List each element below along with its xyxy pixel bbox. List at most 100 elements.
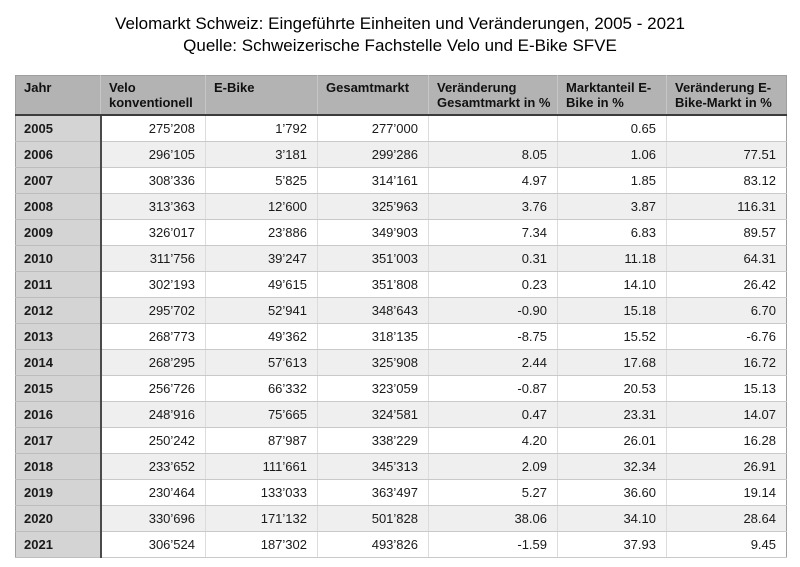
value-cell: -0.87: [428, 375, 558, 402]
year-cell: 2014: [15, 349, 102, 376]
velomarkt-table: Jahr Velo konventionell E-Bike Gesamtmarkt V…: [15, 75, 787, 558]
value-cell: 116.31: [666, 193, 787, 220]
value-cell: 2.44: [428, 349, 558, 376]
value-cell: 268’295: [100, 349, 206, 376]
value-cell: 314’161: [317, 167, 429, 194]
value-cell: 26.42: [666, 271, 787, 298]
value-cell: 6.70: [666, 297, 787, 324]
value-cell: 230’464: [100, 479, 206, 506]
value-cell: 23’886: [205, 219, 318, 246]
value-cell: 349’903: [317, 219, 429, 246]
value-cell: -1.59: [428, 531, 558, 558]
header-row: Jahr Velo konventionell E-Bike Gesamtmarkt V…: [15, 75, 787, 116]
column-header-0: Jahr: [15, 75, 101, 116]
value-cell: 351’808: [317, 271, 429, 298]
value-cell: 256’726: [100, 375, 206, 402]
value-cell: 87’987: [205, 427, 318, 454]
table-row: 2010 311’756 39’247 351’003 0.31 11.18 64.31: [15, 245, 787, 272]
year-cell: 2010: [15, 245, 102, 272]
value-cell: 12’600: [205, 193, 318, 220]
value-cell: 7.34: [428, 219, 558, 246]
value-cell: 3.87: [557, 193, 667, 220]
value-cell: 277’000: [317, 115, 429, 142]
year-cell: 2013: [15, 323, 102, 350]
value-cell: 37.93: [557, 531, 667, 558]
value-cell: 248’916: [100, 401, 206, 428]
year-cell: 2009: [15, 219, 102, 246]
value-cell: 15.52: [557, 323, 667, 350]
value-cell: 330’696: [100, 505, 206, 532]
value-cell: 19.14: [666, 479, 787, 506]
value-cell: 1.06: [557, 141, 667, 168]
value-cell: 14.10: [557, 271, 667, 298]
value-cell: 187’302: [205, 531, 318, 558]
value-cell: 501’828: [317, 505, 429, 532]
value-cell: 295’702: [100, 297, 206, 324]
value-cell: 326’017: [100, 219, 206, 246]
column-header-4: Veränderung Gesamtmarkt in %: [428, 75, 558, 116]
table-row: 2008 313’363 12’600 325’963 3.76 3.87 116.31: [15, 193, 787, 220]
value-cell: 83.12: [666, 167, 787, 194]
column-header-6: Veränderung E-Bike-Markt in %: [666, 75, 787, 116]
value-cell: 3.76: [428, 193, 558, 220]
page-subtitle: Quelle: Schweizerische Fachstelle Velo u…: [183, 36, 617, 55]
value-cell: 0.31: [428, 245, 558, 272]
value-cell: 233’652: [100, 453, 206, 480]
value-cell: 4.20: [428, 427, 558, 454]
column-header-5: Marktanteil E-Bike in %: [557, 75, 667, 116]
year-cell: 2008: [15, 193, 102, 220]
value-cell: 3’181: [205, 141, 318, 168]
value-cell: 66’332: [205, 375, 318, 402]
year-cell: 2017: [15, 427, 102, 454]
value-cell: [428, 115, 558, 142]
value-cell: 311’756: [100, 245, 206, 272]
value-cell: 49’362: [205, 323, 318, 350]
table-row: 2006 296’105 3’181 299’286 8.05 1.06 77.51: [15, 141, 787, 168]
value-cell: 0.47: [428, 401, 558, 428]
column-header-2: E-Bike: [205, 75, 318, 116]
value-cell: 306’524: [100, 531, 206, 558]
value-cell: -8.75: [428, 323, 558, 350]
value-cell: 250’242: [100, 427, 206, 454]
table-row: 2009 326’017 23’886 349’903 7.34 6.83 89.57: [15, 219, 787, 246]
value-cell: 348’643: [317, 297, 429, 324]
value-cell: 133’033: [205, 479, 318, 506]
value-cell: 14.07: [666, 401, 787, 428]
value-cell: [666, 115, 787, 142]
value-cell: 16.28: [666, 427, 787, 454]
value-cell: 15.13: [666, 375, 787, 402]
year-cell: 2016: [15, 401, 102, 428]
table-row: 2011 302’193 49’615 351’808 0.23 14.10 26.42: [15, 271, 787, 298]
table-row: 2021 306’524 187’302 493’826 -1.59 37.93 9.45: [15, 531, 787, 558]
year-cell: 2018: [15, 453, 102, 480]
page-title: Velomarkt Schweiz: Eingeführte Einheiten…: [115, 14, 685, 33]
value-cell: 308’336: [100, 167, 206, 194]
value-cell: 338’229: [317, 427, 429, 454]
value-cell: 52’941: [205, 297, 318, 324]
value-cell: 5’825: [205, 167, 318, 194]
year-cell: 2006: [15, 141, 102, 168]
value-cell: 171’132: [205, 505, 318, 532]
year-cell: 2019: [15, 479, 102, 506]
value-cell: 36.60: [557, 479, 667, 506]
value-cell: 26.91: [666, 453, 787, 480]
value-cell: 363’497: [317, 479, 429, 506]
year-cell: 2015: [15, 375, 102, 402]
value-cell: 39’247: [205, 245, 318, 272]
table-row: 2020 330’696 171’132 501’828 38.06 34.10 28.64: [15, 505, 787, 532]
value-cell: 275’208: [100, 115, 206, 142]
table-row: 2017 250’242 87’987 338’229 4.20 26.01 16.28: [15, 427, 787, 454]
table-row: 2012 295’702 52’941 348’643 -0.90 15.18 6.70: [15, 297, 787, 324]
value-cell: 351’003: [317, 245, 429, 272]
value-cell: 0.65: [557, 115, 667, 142]
value-cell: 325’963: [317, 193, 429, 220]
value-cell: 302’193: [100, 271, 206, 298]
year-cell: 2012: [15, 297, 102, 324]
column-header-1: Velo konventionell: [100, 75, 206, 116]
value-cell: 1’792: [205, 115, 318, 142]
table-row: 2014 268’295 57’613 325’908 2.44 17.68 16.72: [15, 349, 787, 376]
year-cell: 2020: [15, 505, 102, 532]
value-cell: -0.90: [428, 297, 558, 324]
value-cell: 57’613: [205, 349, 318, 376]
